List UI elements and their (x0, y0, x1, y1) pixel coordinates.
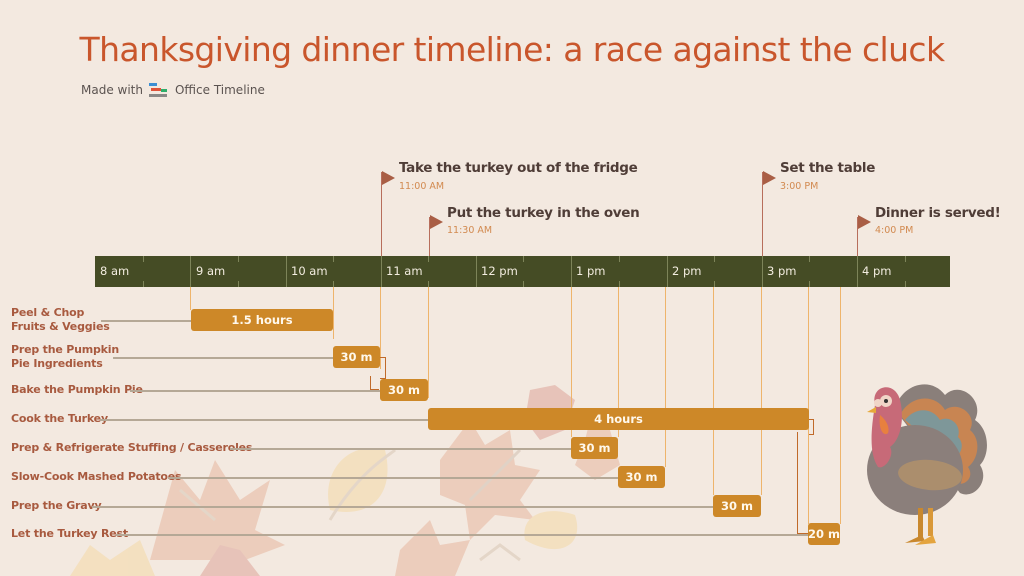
milestone-flag-icon (382, 171, 395, 185)
axis-tick (571, 256, 572, 287)
task-label: Bake the Pumpkin Pie (11, 383, 143, 396)
task-connector-line (130, 390, 380, 392)
office-timeline-brand-name: Office Timeline (174, 83, 265, 97)
task-connector-line (168, 477, 618, 479)
milestone-title: Take the turkey out of the fridge (399, 160, 638, 176)
dependency-connector (370, 376, 379, 390)
axis-tick (857, 256, 858, 287)
milestone-flag-icon (763, 171, 776, 185)
task-bar[interactable]: 4 hours (428, 408, 809, 430)
task-label: Slow-Cook Mashed Potatoes (11, 470, 182, 483)
axis-tick (667, 256, 668, 287)
axis-tick (190, 256, 191, 287)
milestone-date: 11:00 AM (399, 181, 445, 192)
made-with-badge[interactable]: Made with Office Timeline (81, 82, 265, 98)
milestone-line (381, 172, 382, 256)
task-connector-line (92, 506, 713, 508)
task-connector-line (230, 448, 571, 450)
task-label: Peel & Chop Fruits & Veggies (11, 306, 110, 333)
axis-tick (381, 256, 382, 287)
task-label: Cook the Turkey (11, 412, 108, 425)
task-bar[interactable]: 1.5 hours (191, 309, 333, 331)
task-bar[interactable]: 20 m (808, 523, 840, 545)
milestone-line (762, 172, 763, 256)
milestone-date: 11:30 AM (447, 225, 493, 236)
milestone-flag-icon (858, 215, 871, 229)
time-axis: 8 am 9 am 10 am 11 am 12 pm 1 pm 2 pm 3 … (95, 256, 950, 287)
axis-label: 8 am (100, 264, 130, 278)
dependency-connector (797, 432, 808, 534)
page-title: Thanksgiving dinner timeline: a race aga… (79, 30, 946, 69)
task-label: Prep the Gravy (11, 499, 102, 512)
task-bar[interactable]: 30 m (333, 346, 380, 368)
axis-label: 3 pm (767, 264, 797, 278)
task-bar[interactable]: 30 m (618, 466, 665, 488)
axis-label: 4 pm (862, 264, 892, 278)
milestone-line (429, 217, 430, 256)
axis-label: 1 pm (576, 264, 606, 278)
milestone-title: Put the turkey in the oven (447, 205, 640, 221)
milestone-title: Set the table (780, 160, 876, 176)
turkey-illustration (867, 384, 987, 545)
axis-label: 11 am (386, 264, 423, 278)
axis-label: 10 am (291, 264, 328, 278)
task-connector-line (100, 419, 428, 421)
axis-tick (762, 256, 763, 287)
dependency-connector (809, 419, 814, 435)
axis-label: 9 am (196, 264, 226, 278)
task-bar[interactable]: 30 m (571, 437, 618, 459)
milestone-date: 4:00 PM (875, 225, 914, 236)
task-label: Prep the Pumpkin Pie Ingredients (11, 343, 119, 370)
dependency-connector (380, 357, 386, 379)
made-with-text: Made with (81, 83, 143, 97)
milestone-title: Dinner is served! (875, 205, 1001, 221)
office-timeline-logo-icon (148, 82, 169, 98)
axis-tick (476, 256, 477, 287)
task-label: Let the Turkey Rest (11, 527, 128, 540)
axis-label: 2 pm (672, 264, 702, 278)
task-connector-line (113, 357, 333, 359)
milestone-line (857, 217, 858, 256)
task-connector-line (101, 320, 191, 322)
task-bar[interactable]: 30 m (713, 495, 761, 517)
task-bar[interactable]: 30 m (380, 379, 428, 401)
task-label: Prep & Refrigerate Stuffing / Casseroles (11, 441, 253, 454)
task-connector-line (116, 534, 808, 536)
axis-tick (286, 256, 287, 287)
milestone-date: 3:00 PM (780, 181, 819, 192)
milestone-flag-icon (430, 215, 443, 229)
axis-label: 12 pm (481, 264, 518, 278)
